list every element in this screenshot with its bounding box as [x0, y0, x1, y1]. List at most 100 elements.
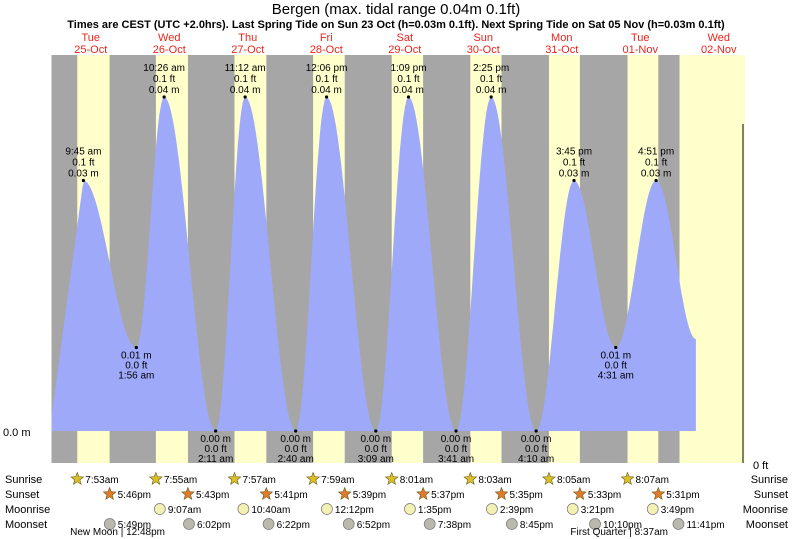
day-date: 02-Nov	[701, 44, 737, 56]
day-weekday: Wed	[708, 32, 730, 44]
sunset-icon	[651, 486, 666, 500]
day-weekday: Tue	[81, 32, 100, 44]
tide-height-m: 0.00 m	[361, 434, 392, 445]
sunset-time: 5:33pm	[588, 490, 621, 501]
low-tide-label: 0.00 m0.0 ft3:09 am	[358, 429, 394, 465]
row-label-left: Moonset	[5, 519, 47, 531]
tide-labels: 9:45 am0.1 ft0.03 m0.01 m0.0 ft1:56 am10…	[65, 63, 674, 465]
moonset-time: 11:41pm	[686, 520, 724, 531]
tide-point	[324, 95, 329, 99]
sunset-time: 5:31pm	[666, 490, 699, 501]
row-label-right: Sunrise	[751, 474, 788, 486]
sunrise-icon	[463, 471, 478, 485]
day-date: 01-Nov	[623, 44, 659, 56]
tide-height-ft: 0.1 ft	[563, 158, 585, 169]
sunset-icon	[416, 486, 431, 500]
tide-point	[81, 178, 85, 183]
moonrise-time: 3:49pm	[661, 505, 694, 516]
moonset-time: 10:10pm	[603, 520, 642, 531]
day-date: 31-Oct	[545, 44, 578, 56]
moonrise-time: 2:39pm	[500, 505, 533, 516]
chart-title: Bergen (max. tidal range 0.04m 0.1ft)	[272, 1, 520, 18]
tide-height-m: 0.00 m	[441, 434, 472, 445]
sunrise-icon	[227, 471, 242, 485]
sunset-icon	[181, 486, 195, 500]
tide-time: 2:25 pm	[473, 63, 509, 74]
moonset-icon	[342, 518, 355, 530]
moonset-time: 5:49pm	[118, 520, 151, 531]
tide-point	[572, 178, 576, 183]
sunset-time: 5:43pm	[196, 490, 229, 501]
sunset-icon	[494, 486, 509, 500]
sunset-time: 5:35pm	[510, 490, 543, 501]
low-tide-label: 0.00 m0.0 ft2:40 am	[278, 429, 314, 465]
moonrise-icon	[566, 503, 579, 515]
tide-height-m: 0.04 m	[476, 85, 507, 96]
tide-area	[51, 97, 696, 431]
moonset-icon	[506, 518, 518, 530]
sunset-time: 5:39pm	[353, 490, 386, 501]
moonrise-time: 12:12pm	[335, 505, 374, 516]
moon-phase-labels: New Moon | 12:48pm First Quarter | 8:37am	[70, 527, 668, 538]
day-date: 26-Oct	[153, 44, 186, 56]
tide-height-ft: 0.1 ft	[234, 74, 256, 85]
sunrise-time: 8:05am	[557, 475, 590, 486]
sunrise-time: 7:53am	[85, 475, 118, 486]
day-weekday: Mon	[551, 32, 572, 44]
low-tide-label: 0.01 m0.0 ft4:31 am	[598, 345, 634, 382]
moon-phase-first-quarter: First Quarter | 8:37am	[570, 527, 668, 538]
tide-time: 10:26 am	[143, 63, 185, 74]
tide-point	[214, 429, 218, 433]
moonrise-icon	[153, 503, 166, 515]
tide-time: 11:12 am	[225, 63, 266, 74]
moonset-icon	[262, 518, 275, 530]
moonrise-time: 9:07am	[168, 505, 201, 516]
sunrise-time: 7:57am	[243, 475, 276, 486]
moonset-time: 6:52pm	[357, 520, 390, 531]
day-date: 30-Oct	[467, 44, 500, 56]
day-weekday: Fri	[320, 32, 333, 44]
tide-height-ft: 0.0 ft	[125, 361, 147, 372]
tide-time: 3:41 am	[438, 454, 474, 465]
tide-time: 9:45 am	[65, 147, 101, 158]
sunrise-icon	[384, 471, 399, 485]
high-tide-label: 11:12 am0.1 ft0.04 m	[225, 63, 266, 99]
sunset-time: 5:37pm	[431, 490, 464, 501]
tide-height-m: 0.00 m	[200, 434, 231, 445]
sunrise-time: 8:01am	[400, 475, 433, 486]
tide-height-m: 0.00 m	[280, 434, 311, 445]
day-weekday: Wed	[158, 32, 180, 44]
tide-height-m: 0.03 m	[559, 169, 590, 180]
tide-point	[374, 429, 378, 433]
tide-height-ft: 0.0 ft	[205, 444, 227, 455]
tide-height-ft: 0.1 ft	[153, 74, 175, 85]
tide-height-ft: 0.0 ft	[365, 444, 387, 455]
day-labels: Tue25-OctWed26-OctThu27-OctFri28-OctSat2…	[74, 32, 737, 56]
tide-height-m: 0.00 m	[521, 434, 552, 445]
tide-point	[614, 345, 618, 350]
day-date: 27-Oct	[231, 44, 264, 56]
high-tide-label: 10:26 am0.1 ft0.04 m	[143, 63, 185, 99]
tide-height-ft: 0.1 ft	[72, 158, 94, 169]
moonrise-time: 3:21pm	[581, 505, 614, 516]
row-label-left: Sunset	[5, 489, 39, 501]
high-tide-label: 2:25 pm0.1 ft0.04 m	[473, 63, 509, 99]
tide-point	[134, 345, 138, 350]
tide-time: 1:09 pm	[390, 63, 426, 74]
moonrise-icon	[646, 503, 659, 515]
tide-time: 1:56 am	[118, 371, 154, 382]
low-tide-label: 0.00 m0.0 ft4:10 am	[518, 429, 554, 465]
sunrise-icon	[306, 471, 321, 485]
tide-point	[406, 95, 411, 99]
low-tide-label: 0.00 m0.0 ft3:41 am	[438, 429, 474, 465]
y-axis-left-label: 0.0 m	[3, 427, 31, 439]
moonrise-icon	[237, 503, 250, 515]
tide-point	[243, 95, 247, 99]
sunrise-icon	[148, 471, 163, 485]
row-label-left: Sunrise	[5, 474, 42, 486]
moonset-time: 6:02pm	[197, 520, 230, 531]
tide-time: 4:31 am	[598, 371, 634, 382]
sunrise-icon	[542, 471, 556, 485]
tide-time: 3:09 am	[358, 454, 394, 465]
